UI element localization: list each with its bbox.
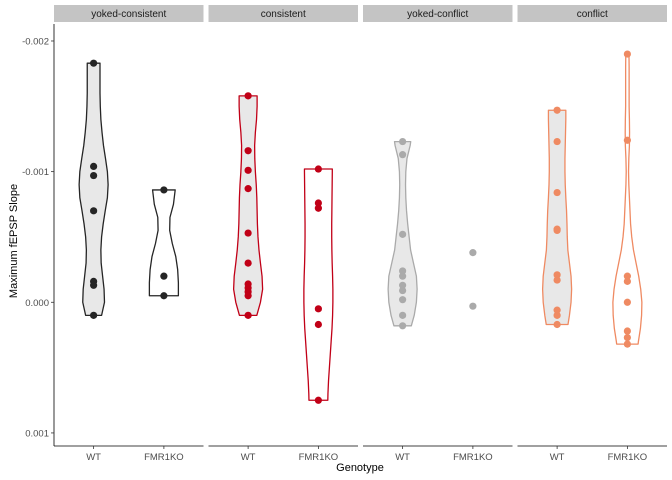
data-point: [90, 59, 98, 67]
strip-background: [363, 5, 513, 22]
data-point: [244, 92, 252, 100]
y-tick-label: -0.002: [22, 36, 49, 47]
data-point: [244, 292, 252, 300]
data-point: [244, 311, 252, 319]
panel-consistent: consistent WT FMR1KO: [208, 5, 358, 463]
data-point: [244, 229, 252, 237]
data-point: [314, 305, 322, 313]
panel-yoked-consistent: yoked-consistent WT FMR1KO: [54, 5, 204, 463]
data-point: [623, 333, 631, 342]
y-tick-label: 0.001: [25, 428, 49, 439]
data-point: [399, 322, 407, 330]
x-tick-label: FMR1KO: [608, 452, 648, 463]
x-tick-label: WT: [241, 452, 256, 463]
x-axis-title: Genotype: [336, 462, 384, 474]
y-tick-label: -0.001: [22, 167, 49, 178]
data-point: [623, 277, 631, 285]
data-point: [399, 296, 407, 304]
violin-FMR1KO: [148, 189, 180, 297]
data-point: [314, 396, 322, 404]
data-point: [314, 320, 322, 329]
data-point: [553, 137, 561, 146]
data-point: [244, 147, 252, 155]
y-axis-title: Maximum fEPSP Slope: [8, 184, 20, 298]
data-point: [160, 186, 168, 194]
data-point: [399, 267, 407, 275]
data-point: [90, 162, 98, 171]
data-point: [469, 302, 477, 310]
panel-conflict: conflict WT FMR1KO: [517, 5, 667, 463]
data-point: [553, 276, 561, 284]
violin-WT: [78, 62, 109, 316]
data-point: [244, 259, 252, 267]
panels-layer: yoked-consistent WT FMR1KO consistent WT FMR1…: [54, 5, 667, 463]
data-point: [623, 340, 631, 348]
data-point: [90, 207, 98, 215]
data-point: [160, 292, 168, 300]
strip-label: yoked-conflict: [407, 9, 468, 20]
data-point: [314, 165, 322, 173]
data-point: [90, 171, 98, 180]
data-point: [244, 166, 252, 174]
data-point: [399, 281, 407, 289]
x-tick-label: WT: [86, 452, 101, 463]
data-point: [399, 272, 407, 280]
data-point: [623, 136, 631, 144]
violin-WT: [541, 109, 573, 326]
data-point: [399, 151, 407, 159]
data-point: [553, 311, 561, 319]
data-point: [314, 199, 322, 207]
data-point: [160, 272, 168, 280]
strip-label: yoked-consistent: [91, 9, 166, 20]
data-point: [314, 204, 322, 212]
x-tick-label: WT: [395, 452, 410, 463]
data-point: [90, 311, 98, 319]
data-point: [469, 249, 477, 257]
data-point: [623, 50, 631, 58]
data-point: [553, 106, 561, 114]
y-axis: -0.002 -0.001 0.000 0.001: [22, 24, 55, 446]
data-point: [553, 226, 561, 235]
data-point: [623, 298, 631, 306]
x-tick-label: WT: [550, 452, 565, 463]
strip-background: [54, 5, 204, 22]
data-point: [244, 185, 252, 193]
data-point: [399, 311, 407, 319]
panel-yoked-conflict: yoked-conflict WT FMR1KO: [363, 5, 513, 463]
strip-label: conflict: [577, 9, 608, 20]
data-point: [399, 137, 407, 146]
x-tick-label: FMR1KO: [299, 452, 339, 463]
violin-FMR1KO: [303, 168, 334, 401]
data-point: [623, 272, 631, 280]
strip-label: consistent: [261, 9, 306, 20]
data-point: [399, 286, 407, 295]
data-point: [399, 230, 407, 238]
x-tick-label: FMR1KO: [144, 452, 184, 463]
data-point: [553, 306, 561, 314]
y-tick-label: 0.000: [25, 298, 49, 309]
x-tick-label: FMR1KO: [453, 452, 493, 463]
strip-background: [517, 5, 667, 22]
strip-background: [208, 5, 358, 22]
data-point: [90, 281, 98, 289]
data-point: [553, 271, 561, 279]
violin-WT: [232, 95, 264, 316]
data-point: [553, 320, 561, 329]
data-point: [623, 327, 631, 335]
data-point: [553, 188, 561, 197]
